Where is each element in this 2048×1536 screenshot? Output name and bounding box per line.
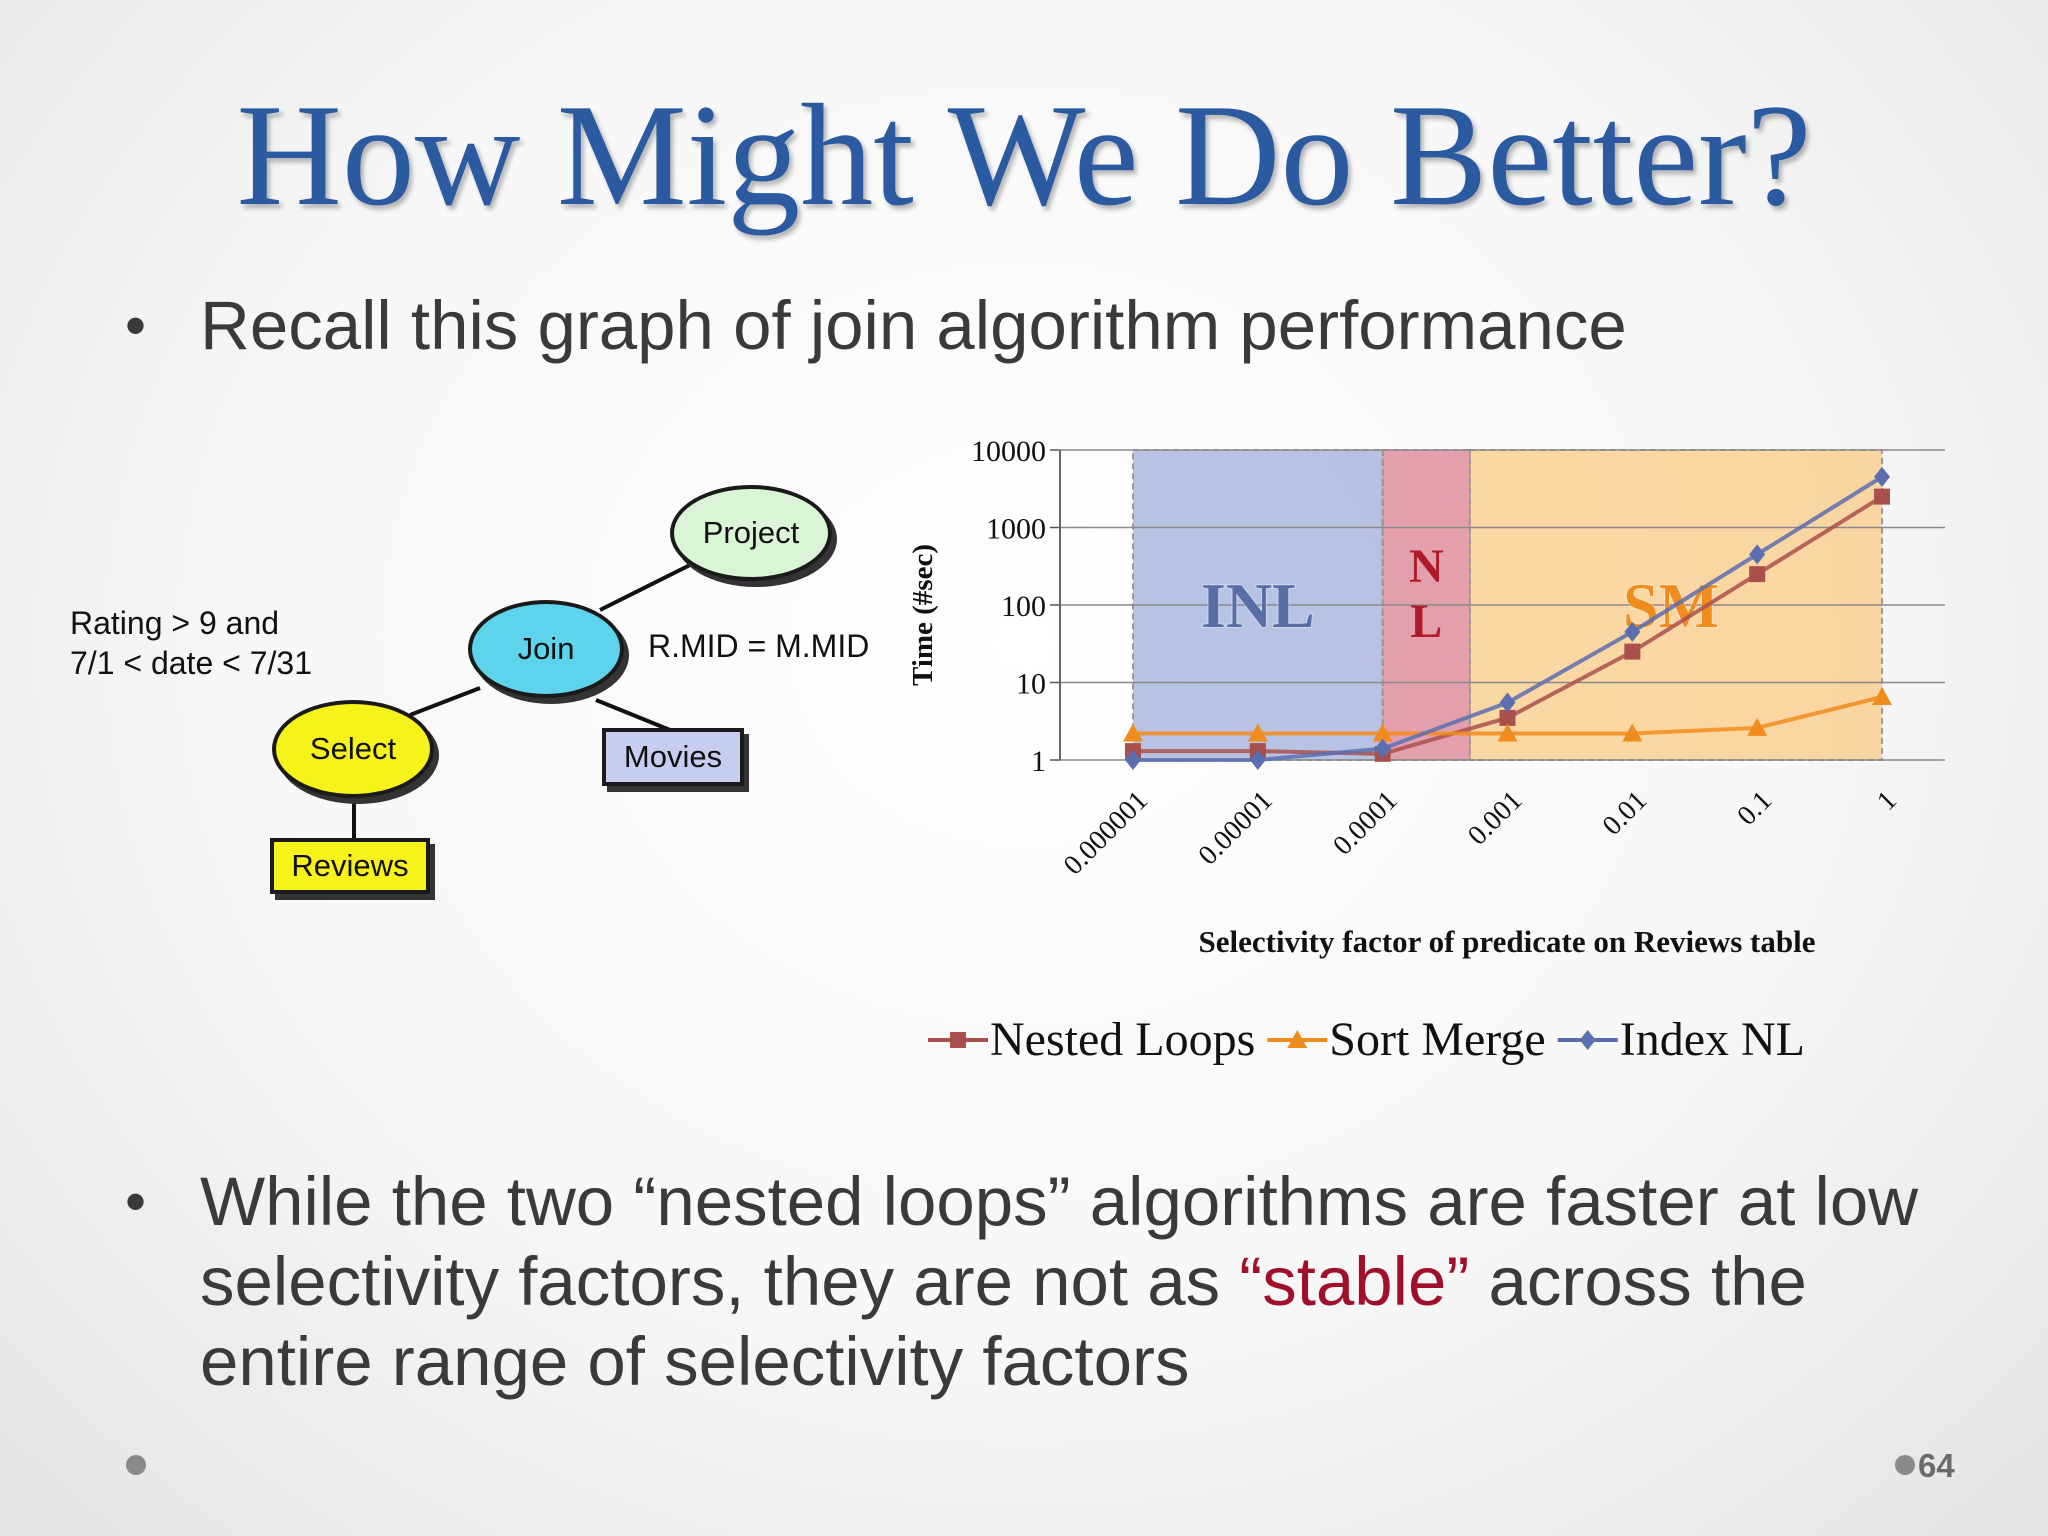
legend-label-2: Index NL [1620,1013,1805,1066]
legend-marker-2 [1579,1030,1596,1050]
select-node: Select [272,700,434,798]
movies-table-node: Movies [602,728,744,786]
legend-label-1: Sort Merge [1329,1013,1545,1066]
legend-label-0: Nested Loops [990,1013,1255,1066]
select-condition: Rating > 9 and 7/1 < date < 7/31 [70,603,312,683]
page-number: 64 [1918,1447,1955,1484]
slide-title: How Might We Do Better? [236,74,1812,236]
data-point-0-4 [1624,643,1641,660]
y-tick-label-1: 10 [1016,668,1046,701]
footer-dot-left [126,1455,146,1475]
select-condition-line1: Rating > 9 and [70,605,280,641]
data-point-1-0 [1123,723,1143,742]
project-node: Project [670,485,832,581]
bullet-text-part2: across the entire range of selectivity f… [200,1243,1807,1400]
y-tick-label-3: 1000 [986,513,1046,546]
plan-tree-edges [352,553,711,838]
bullet-dot: • [125,292,147,359]
y-tick-label-0: 1 [1031,745,1046,778]
x-tick-label-3: 0.001 [1462,785,1528,851]
data-point-1-4 [1622,723,1643,742]
data-point-2-1 [1249,750,1266,770]
region-label-nl-line1: N [1409,540,1444,593]
data-point-2-0 [1125,750,1141,770]
y-tick-label-4: 10000 [971,435,1046,468]
x-axis-title: Selectivity factor of predicate on Revie… [1199,924,1816,959]
bullet-text-stable: “stable” [1239,1243,1470,1320]
data-point-2-5 [1749,544,1766,565]
y-axis-title: Time (#sec) [907,544,939,686]
join-condition: R.MID = M.MID [648,628,870,664]
y-tick-label-2: 100 [1001,590,1046,623]
x-tick-label-5: 0.1 [1731,785,1778,832]
x-tick-label-2: 0.0001 [1327,785,1403,861]
data-point-1-3 [1497,723,1518,742]
region-label-inl: INL [1201,570,1315,641]
footer-dot-right [1895,1455,1915,1475]
bullet-text-part1: While the two “nested loops” algorithms … [200,1163,1919,1320]
bullet-stability: • While the two “nested loops” algorithm… [125,1162,1960,1402]
data-point-1-6 [1872,686,1892,705]
reviews-table-node: Reviews [270,838,430,894]
data-point-2-3 [1499,692,1516,713]
data-point-0-6 [1874,488,1890,505]
data-point-2-4 [1624,621,1641,642]
x-tick-label-6: 1 [1871,785,1903,817]
data-point-2-2 [1374,738,1391,759]
x-tick-label-0: 0.000001 [1058,785,1154,881]
bullet-dot: • [125,1168,147,1235]
bullet-text: Recall this graph of join algorithm perf… [200,287,1627,364]
data-point-0-3 [1499,709,1516,726]
x-tick-label-1: 0.00001 [1193,785,1279,871]
region-label-nl-line2: L [1410,595,1442,648]
bullet-recall-graph: • Recall this graph of join algorithm pe… [125,286,1627,366]
legend-marker-0 [950,1032,966,1048]
join-node: Join [468,600,624,698]
data-point-1-1 [1247,723,1268,742]
data-point-1-2 [1372,723,1393,742]
data-point-2-6 [1874,466,1890,487]
data-point-1-5 [1747,717,1768,736]
data-point-0-5 [1749,566,1766,583]
x-tick-label-4: 0.01 [1597,785,1654,842]
legend-marker-1 [1287,1030,1308,1048]
select-condition-line2: 7/1 < date < 7/31 [70,645,312,681]
